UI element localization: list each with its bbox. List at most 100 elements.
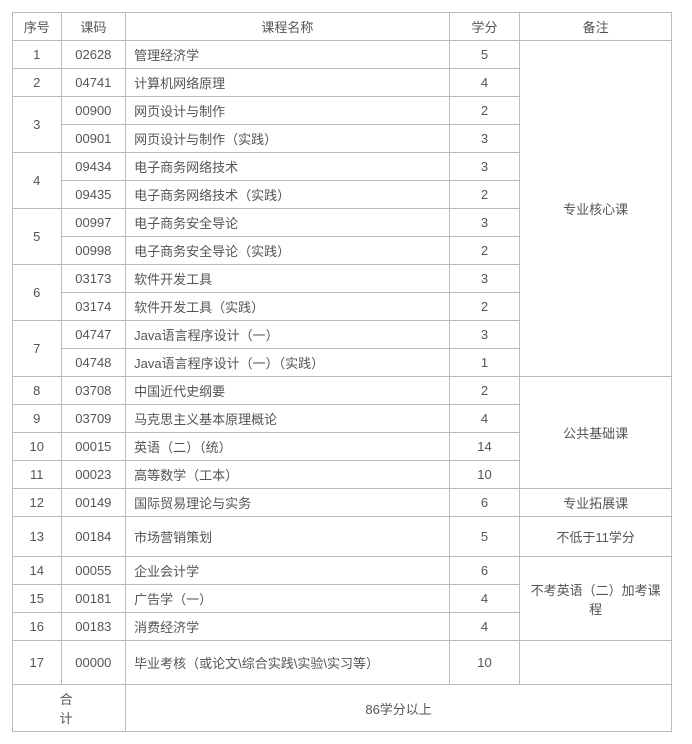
cell-credit: 2 — [449, 97, 520, 125]
cell-name: 计算机网络原理 — [126, 69, 449, 97]
table-row: 8 03708 中国近代史纲要 2 公共基础课 — [13, 377, 672, 405]
cell-credit: 3 — [449, 153, 520, 181]
course-table: 序号 课码 课程名称 学分 备注 1 02628 管理经济学 5 专业核心课 2… — [12, 12, 672, 732]
header-name: 课程名称 — [126, 13, 449, 41]
cell-credit: 4 — [449, 585, 520, 613]
cell-code: 03173 — [61, 265, 126, 293]
cell-seq: 9 — [13, 405, 62, 433]
cell-credit: 4 — [449, 405, 520, 433]
cell-credit: 3 — [449, 265, 520, 293]
cell-credit: 2 — [449, 181, 520, 209]
cell-code: 00183 — [61, 613, 126, 641]
header-note: 备注 — [520, 13, 672, 41]
cell-seq: 7 — [13, 321, 62, 377]
cell-code: 09435 — [61, 181, 126, 209]
cell-code: 00023 — [61, 461, 126, 489]
cell-code: 03709 — [61, 405, 126, 433]
cell-name: Java语言程序设计（一）（实践） — [126, 349, 449, 377]
cell-name: 国际贸易理论与实务 — [126, 489, 449, 517]
cell-name: 高等数学（工本） — [126, 461, 449, 489]
cell-code: 04748 — [61, 349, 126, 377]
cell-code: 00901 — [61, 125, 126, 153]
cell-code: 04747 — [61, 321, 126, 349]
header-credit: 学分 — [449, 13, 520, 41]
cell-credit: 10 — [449, 461, 520, 489]
cell-name: 消费经济学 — [126, 613, 449, 641]
cell-name: 电子商务网络技术（实践） — [126, 181, 449, 209]
cell-name: 软件开发工具（实践） — [126, 293, 449, 321]
note-noenglish: 不考英语（二）加考课程 — [520, 557, 672, 641]
cell-code: 03174 — [61, 293, 126, 321]
cell-code: 03708 — [61, 377, 126, 405]
cell-credit: 5 — [449, 41, 520, 69]
cell-credit: 3 — [449, 209, 520, 237]
cell-seq: 11 — [13, 461, 62, 489]
cell-seq: 8 — [13, 377, 62, 405]
cell-credit: 3 — [449, 125, 520, 153]
cell-seq: 10 — [13, 433, 62, 461]
header-row: 序号 课码 课程名称 学分 备注 — [13, 13, 672, 41]
cell-credit: 4 — [449, 69, 520, 97]
cell-credit: 10 — [449, 641, 520, 685]
note-public: 公共基础课 — [520, 377, 672, 489]
summary-label: 合 计 — [13, 685, 126, 732]
cell-name: 马克思主义基本原理概论 — [126, 405, 449, 433]
cell-credit: 1 — [449, 349, 520, 377]
cell-credit: 6 — [449, 557, 520, 585]
summary-row: 合 计 86学分以上 — [13, 685, 672, 732]
cell-seq: 1 — [13, 41, 62, 69]
cell-name: Java语言程序设计（一） — [126, 321, 449, 349]
cell-credit: 14 — [449, 433, 520, 461]
cell-name: 毕业考核（或论文\综合实践\实验\实习等） — [126, 641, 449, 685]
cell-code: 00900 — [61, 97, 126, 125]
table-row: 17 00000 毕业考核（或论文\综合实践\实验\实习等） 10 — [13, 641, 672, 685]
cell-seq: 16 — [13, 613, 62, 641]
cell-seq: 17 — [13, 641, 62, 685]
cell-code: 00997 — [61, 209, 126, 237]
cell-seq: 5 — [13, 209, 62, 265]
cell-name: 网页设计与制作 — [126, 97, 449, 125]
cell-name: 中国近代史纲要 — [126, 377, 449, 405]
cell-credit: 5 — [449, 517, 520, 557]
summary-value: 86学分以上 — [126, 685, 672, 732]
cell-seq: 13 — [13, 517, 62, 557]
cell-name: 企业会计学 — [126, 557, 449, 585]
note-core: 专业核心课 — [520, 41, 672, 377]
note-expand-b: 不低于11学分 — [520, 517, 672, 557]
cell-credit: 4 — [449, 613, 520, 641]
cell-code: 00181 — [61, 585, 126, 613]
cell-name: 网页设计与制作（实践） — [126, 125, 449, 153]
header-seq: 序号 — [13, 13, 62, 41]
cell-name: 广告学（一） — [126, 585, 449, 613]
cell-code: 00149 — [61, 489, 126, 517]
cell-seq: 2 — [13, 69, 62, 97]
cell-name: 英语（二）（统） — [126, 433, 449, 461]
cell-credit: 2 — [449, 237, 520, 265]
cell-name: 市场营销策划 — [126, 517, 449, 557]
cell-seq: 3 — [13, 97, 62, 153]
cell-seq: 6 — [13, 265, 62, 321]
cell-code: 00000 — [61, 641, 126, 685]
cell-name: 电子商务安全导论 — [126, 209, 449, 237]
cell-name: 电子商务网络技术 — [126, 153, 449, 181]
cell-name: 软件开发工具 — [126, 265, 449, 293]
table-row: 14 00055 企业会计学 6 不考英语（二）加考课程 — [13, 557, 672, 585]
cell-code: 00998 — [61, 237, 126, 265]
cell-name: 电子商务安全导论（实践） — [126, 237, 449, 265]
cell-credit: 2 — [449, 293, 520, 321]
cell-code: 00184 — [61, 517, 126, 557]
cell-seq: 12 — [13, 489, 62, 517]
table-row: 1 02628 管理经济学 5 专业核心课 — [13, 41, 672, 69]
table-row: 13 00184 市场营销策划 5 不低于11学分 — [13, 517, 672, 557]
cell-code: 09434 — [61, 153, 126, 181]
cell-seq: 4 — [13, 153, 62, 209]
cell-name: 管理经济学 — [126, 41, 449, 69]
note-expand-a: 专业拓展课 — [520, 489, 672, 517]
cell-code: 02628 — [61, 41, 126, 69]
cell-seq: 15 — [13, 585, 62, 613]
cell-credit: 3 — [449, 321, 520, 349]
cell-seq: 14 — [13, 557, 62, 585]
cell-credit: 6 — [449, 489, 520, 517]
cell-code: 00055 — [61, 557, 126, 585]
cell-code: 00015 — [61, 433, 126, 461]
